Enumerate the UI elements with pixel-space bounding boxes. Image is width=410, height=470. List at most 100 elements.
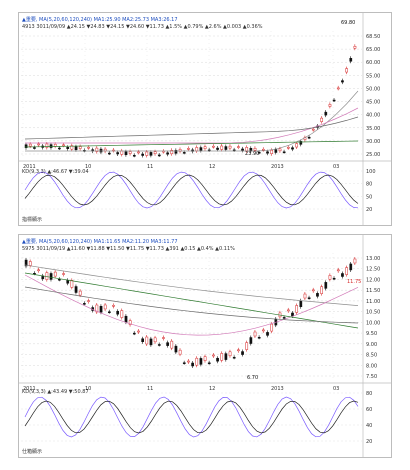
price-tick-label: 25.00 [366, 152, 380, 158]
candle-body [128, 151, 132, 154]
candle-body [166, 342, 169, 346]
candle-body [295, 305, 299, 313]
bottom-footer-label[interactable]: 仕箱顯示 [22, 448, 42, 455]
candle-body [332, 99, 336, 102]
candle-body [70, 145, 74, 150]
bottom-kd-indicator [24, 396, 359, 438]
candle-body [191, 149, 194, 152]
candle-body [170, 150, 174, 155]
candle-body [116, 152, 120, 155]
candle-body [286, 146, 290, 149]
candle-body [187, 148, 190, 150]
kd-line-k [24, 171, 359, 209]
candle-body [45, 143, 49, 148]
price-tick-label: 10.50 [366, 310, 380, 316]
candle-body [349, 58, 353, 62]
candle-body [124, 315, 128, 323]
price-tick-label: 11.50 [366, 288, 380, 294]
candle-body [353, 46, 357, 49]
top-header-line2: 4913 3011/09/09 ▲24.15 ▼24.83 ▼24.15 ▼24… [22, 24, 263, 30]
candle-body [99, 148, 103, 153]
candle-body [170, 340, 174, 349]
candle-body [157, 154, 161, 157]
kd-tick-label: 60 [366, 407, 372, 413]
kd-tick-label: 80 [366, 391, 372, 397]
bottom-header-line1: ▲重要, MA(5,20,60,120,240) MA1:11.65 MA2:1… [22, 238, 178, 245]
candle-body [53, 143, 57, 147]
candle-body [316, 293, 319, 297]
bottom-chart-panel[interactable]: 13.00 12.50 12.00 11.50 11.00 10.50 10.00 9.50 9… [18, 234, 392, 458]
candle-body [66, 146, 70, 149]
price-tick-label: 55.00 [366, 73, 380, 79]
time-tick-label: 11 [147, 164, 153, 170]
candle-body [95, 147, 99, 152]
moving-average-line [24, 272, 359, 329]
price-tick-label: 40.00 [366, 113, 380, 119]
candle-body [87, 146, 90, 149]
price-tick-label: 10.00 [366, 320, 380, 326]
candle-body [295, 143, 299, 148]
top-chart-svg[interactable]: 68.50 65.00 60.00 55.00 50.00 45.00 40.00 35.00… [19, 13, 391, 225]
price-tick-label: 68.50 [366, 34, 380, 40]
candle-body [128, 320, 132, 325]
kd-tick-label: 100 [366, 169, 376, 175]
moving-average-line [25, 90, 359, 152]
candle-body [33, 147, 36, 149]
price-tick-label: 7.50 [366, 374, 377, 380]
top-grid [19, 13, 391, 225]
candle-body [174, 345, 178, 353]
candle-body [349, 263, 353, 271]
price-tick-label: 8.50 [366, 353, 377, 359]
candle-body [70, 280, 74, 288]
time-tick-label: 12 [209, 386, 215, 392]
candle-body [320, 117, 323, 122]
bottom-header-line2: 5975 3011/09/19 ▲11.60 ▼11.88 ▼11.50 ▼11… [22, 246, 235, 252]
candle-body [49, 273, 53, 280]
time-tick-label: 12 [209, 164, 215, 170]
candle-body [195, 147, 199, 152]
candle-body [182, 362, 186, 364]
candle-body [191, 362, 194, 367]
candle-body [220, 353, 224, 361]
bottom-chart-svg[interactable]: 13.00 12.50 12.00 11.50 11.00 10.50 10.00 9.50 9… [19, 235, 391, 457]
kd-tick-label: 20 [366, 207, 372, 213]
candle-body [28, 261, 32, 266]
kd-tick-label: 50 [366, 194, 372, 200]
candle-body [307, 297, 311, 299]
candle-body [353, 258, 357, 264]
candle-body [237, 146, 240, 148]
time-tick-label: 10 [85, 164, 91, 170]
candle-body [145, 151, 149, 156]
candle-body [282, 317, 286, 319]
candle-body [270, 149, 274, 154]
candle-body [328, 275, 332, 280]
price-tick-label: 12.00 [366, 277, 380, 283]
candle-body [187, 360, 190, 363]
candle-body [199, 147, 203, 151]
candle-body [216, 147, 219, 150]
bottom-time-axis: 2011 10 11 12 2013 03 [23, 386, 339, 392]
time-tick-label: 03 [333, 164, 339, 170]
top-footer-label[interactable]: 指標顯示 [22, 216, 42, 223]
bottom-grid [19, 235, 391, 457]
bottom-low-label: 6.70 [247, 375, 258, 381]
moving-average-line [24, 116, 359, 140]
candle-body [303, 293, 307, 299]
candle-body [241, 351, 244, 355]
price-tick-label: 35.00 [366, 126, 380, 132]
top-chart-panel[interactable]: 68.50 65.00 60.00 55.00 50.00 45.00 40.00 35.00… [18, 12, 392, 226]
kd-tick-label: 40 [366, 423, 372, 429]
candle-body [203, 146, 207, 149]
candle-body [345, 267, 348, 275]
candle-body [116, 310, 120, 315]
candle-body [328, 104, 332, 107]
candle-body [282, 151, 286, 154]
candle-body [237, 349, 240, 352]
candle-body [141, 338, 145, 342]
candle-body [207, 362, 211, 365]
candle-body [45, 272, 49, 280]
candle-body [262, 148, 265, 151]
price-tick-label: 50.00 [366, 86, 380, 92]
top-moving-averages [24, 90, 359, 152]
time-tick-label: 2011 [23, 164, 36, 170]
